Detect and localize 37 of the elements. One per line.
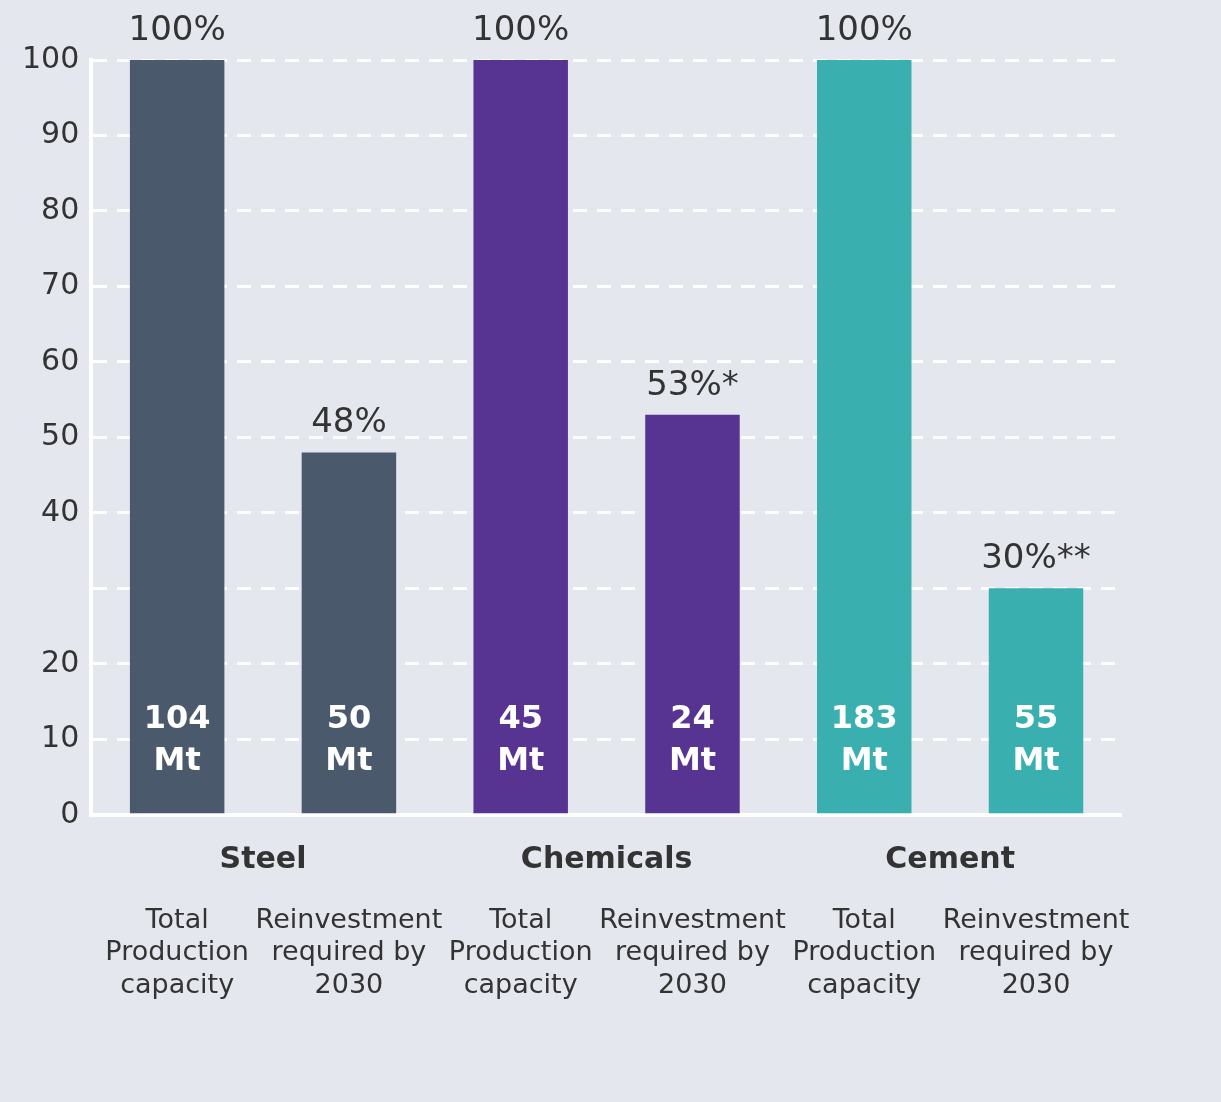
y-tick-label: 40 — [41, 492, 80, 528]
y-tick-label: 70 — [41, 266, 80, 302]
x-tick-label: Total Production capacity — [448, 903, 593, 999]
bar — [301, 452, 397, 814]
x-tick-label: Reinvestment required by 2030 — [942, 903, 1130, 999]
annotation: 55 Mt — [1012, 698, 1060, 779]
data-label: 100% — [472, 7, 570, 48]
bar — [473, 60, 568, 814]
y-tick-label: 20 — [41, 643, 80, 679]
y-tick-label: 100 — [22, 39, 80, 75]
bar — [817, 60, 912, 814]
data-label: 48% — [311, 400, 387, 441]
y-tick-label: 60 — [41, 341, 80, 377]
text: Cement — [885, 839, 1015, 875]
bar — [988, 588, 1084, 814]
y-tick-label: 80 — [41, 190, 80, 226]
y-tick-label: 50 — [41, 417, 80, 453]
annotation: 104 Mt — [143, 698, 211, 779]
x-tick-label: Reinvestment required by 2030 — [255, 903, 443, 999]
bar — [129, 60, 225, 814]
annotation: 50 Mt — [325, 698, 373, 779]
annotation: 183 Mt — [830, 698, 898, 779]
x-tick-label: Total Production capacity — [105, 903, 249, 999]
text: Chemicals — [520, 839, 693, 875]
y-tick-label: 90 — [41, 115, 80, 151]
annotation: 24 Mt — [668, 698, 717, 779]
y-tick-label: 10 — [41, 719, 80, 755]
bar — [645, 414, 740, 814]
annotation: 45 Mt — [497, 698, 545, 779]
text: Steel — [219, 839, 307, 875]
y-tick-label: 0 — [60, 794, 80, 830]
data-label: 30%** — [981, 536, 1091, 577]
data-label: 100% — [815, 7, 913, 48]
x-tick-label: Reinvestment required by 2030 — [599, 903, 786, 999]
x-tick-label: Total Production capacity — [792, 903, 937, 999]
data-label: 100% — [128, 7, 226, 48]
data-label: 53%* — [646, 362, 739, 403]
